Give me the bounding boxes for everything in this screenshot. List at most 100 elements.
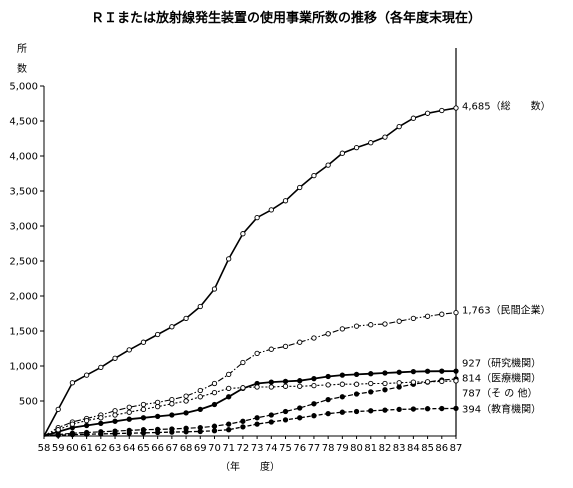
data-point bbox=[197, 428, 203, 435]
x-tick-label: 75 bbox=[279, 443, 292, 454]
data-point bbox=[282, 198, 289, 204]
data-point bbox=[311, 375, 317, 382]
data-point bbox=[254, 421, 260, 427]
data-point bbox=[211, 286, 218, 292]
data-point bbox=[311, 382, 317, 389]
data-point bbox=[282, 408, 289, 415]
x-tick-label: 61 bbox=[80, 443, 93, 454]
x-tick-label: 79 bbox=[336, 443, 349, 454]
data-point bbox=[297, 339, 303, 345]
data-point bbox=[382, 387, 388, 393]
data-point bbox=[183, 429, 189, 435]
data-point bbox=[83, 372, 90, 378]
x-tick-label: 58 bbox=[38, 443, 51, 454]
data-point bbox=[297, 415, 303, 421]
x-tick-label: 74 bbox=[265, 443, 278, 454]
y-ticks: 500 1,000 1,500 2,000 2,500 3,000 3,500 4,000 4,… bbox=[9, 82, 44, 408]
y-tick-label: 3,500 bbox=[9, 187, 38, 198]
data-point bbox=[325, 373, 331, 380]
data-point bbox=[83, 417, 90, 424]
x-tick-label: 63 bbox=[109, 443, 122, 454]
data-point bbox=[353, 144, 360, 151]
x-tick-label: 78 bbox=[322, 443, 335, 454]
data-point bbox=[382, 407, 388, 413]
data-point bbox=[112, 355, 118, 361]
data-point bbox=[98, 364, 104, 371]
data-point bbox=[69, 431, 76, 438]
data-point bbox=[453, 405, 459, 412]
data-point bbox=[282, 417, 289, 423]
data-point bbox=[226, 256, 232, 262]
data-point bbox=[297, 378, 303, 384]
data-point bbox=[410, 115, 417, 121]
data-point bbox=[396, 380, 402, 386]
x-tick-label: 64 bbox=[123, 443, 136, 454]
data-point bbox=[439, 368, 445, 374]
data-point bbox=[98, 431, 104, 437]
data-point bbox=[410, 368, 417, 375]
data-point bbox=[140, 430, 147, 436]
data-point bbox=[368, 389, 374, 395]
y-tick-label: 4,500 bbox=[9, 117, 38, 128]
data-point bbox=[382, 134, 388, 140]
x-tick-label: 68 bbox=[180, 443, 193, 454]
data-point bbox=[226, 385, 232, 392]
end-label: 1,763（民間企業） bbox=[462, 304, 551, 317]
x-tick-label: 77 bbox=[308, 443, 321, 454]
data-point bbox=[268, 419, 274, 425]
data-point bbox=[183, 410, 189, 416]
data-point bbox=[268, 207, 274, 213]
x-tick-label: 65 bbox=[137, 443, 150, 454]
y-axis-label-top: 所 bbox=[17, 43, 27, 55]
x-tick-label: 60 bbox=[66, 443, 79, 454]
x-tick-label: 67 bbox=[165, 443, 178, 454]
data-point bbox=[353, 323, 360, 329]
y-tick-label: 1,000 bbox=[9, 362, 38, 373]
data-point bbox=[382, 380, 388, 387]
data-point bbox=[226, 421, 232, 427]
data-point bbox=[140, 415, 147, 421]
data-point bbox=[183, 315, 189, 322]
data-point bbox=[226, 371, 232, 378]
data-point bbox=[339, 150, 345, 156]
data-point bbox=[98, 420, 104, 427]
data-point bbox=[368, 380, 374, 387]
data-point bbox=[268, 384, 274, 390]
data-point bbox=[69, 380, 76, 386]
data-point bbox=[240, 231, 246, 237]
y-tick-label: 500 bbox=[19, 397, 38, 408]
data-point bbox=[368, 322, 374, 328]
data-point bbox=[353, 371, 360, 378]
data-point bbox=[112, 412, 118, 418]
y-tick-label: 5,000 bbox=[9, 82, 38, 93]
data-point bbox=[126, 347, 132, 353]
data-point bbox=[126, 416, 132, 422]
data-point bbox=[126, 409, 132, 415]
x-tick-label: 81 bbox=[364, 443, 377, 454]
data-point bbox=[55, 427, 61, 433]
data-point bbox=[69, 421, 76, 427]
data-point bbox=[183, 398, 189, 404]
data-point bbox=[368, 140, 374, 146]
y-axis-label-bottom: 数 bbox=[17, 62, 27, 75]
data-point bbox=[311, 413, 317, 419]
y-tick-label: 3,000 bbox=[9, 222, 38, 233]
data-point bbox=[254, 415, 260, 421]
data-point bbox=[325, 410, 331, 417]
end-label: 814（医療機関） bbox=[462, 372, 541, 385]
data-point bbox=[453, 309, 459, 316]
data-point bbox=[169, 401, 175, 407]
end-label: 927（研究機関） bbox=[462, 357, 541, 370]
data-point bbox=[297, 405, 303, 411]
series-line bbox=[43, 370, 457, 437]
data-point bbox=[424, 406, 431, 412]
data-point bbox=[55, 406, 61, 413]
data-point bbox=[240, 385, 246, 391]
data-point bbox=[197, 303, 203, 310]
data-point bbox=[325, 331, 331, 337]
data-point bbox=[453, 378, 459, 384]
x-tick-label: 76 bbox=[293, 443, 306, 454]
data-point bbox=[155, 331, 161, 338]
data-point bbox=[197, 406, 203, 413]
